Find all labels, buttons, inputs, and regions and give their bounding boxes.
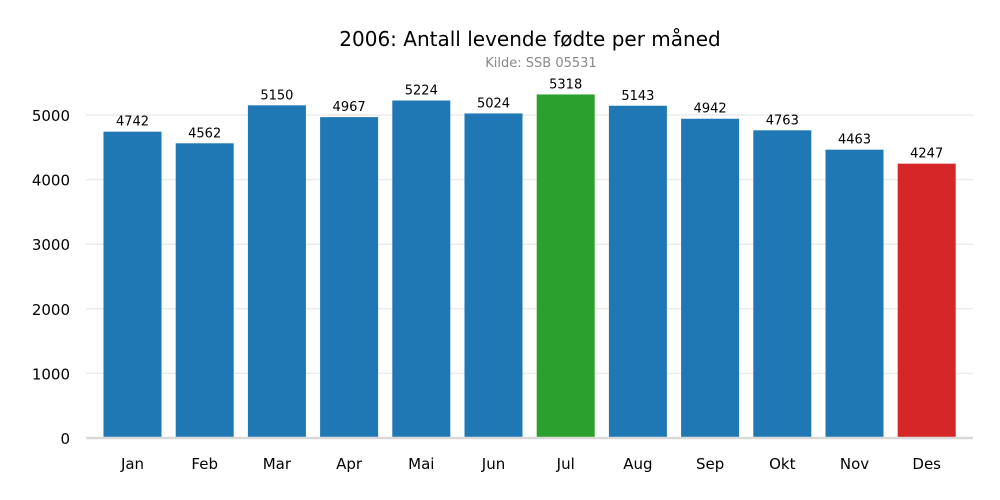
chart-subtitle: Kilde: SSB 05531 xyxy=(485,56,596,71)
bar-sep xyxy=(681,118,740,439)
data-labels: 4742 4562 5150 4967 5224 5024 5318 5143 4942 4763… xyxy=(116,77,943,161)
data-label: 4562 xyxy=(188,126,221,141)
x-tick-label: Jan xyxy=(120,455,144,473)
y-tick-label: 1000 xyxy=(32,365,70,383)
bar-apr xyxy=(320,117,379,438)
bar-jan xyxy=(103,131,162,438)
bar-jul xyxy=(536,94,595,438)
bar-mar xyxy=(247,105,306,438)
y-axis-ticks: 0 1000 2000 3000 4000 5000 xyxy=(32,107,70,448)
x-tick-label: Aug xyxy=(623,455,652,473)
data-label: 5318 xyxy=(549,77,582,92)
bar-okt xyxy=(753,130,812,439)
data-label: 5024 xyxy=(477,96,510,111)
data-label: 5143 xyxy=(621,89,654,104)
x-tick-label: Des xyxy=(912,455,941,473)
x-tick-label: Okt xyxy=(769,455,795,473)
data-label: 4247 xyxy=(910,147,943,162)
data-label: 4942 xyxy=(694,102,727,117)
x-tick-label: Mar xyxy=(263,455,292,473)
chart-title: 2006: Antall levende fødte per måned xyxy=(339,27,720,51)
x-tick-label: Apr xyxy=(336,455,363,473)
bar-jun xyxy=(464,113,523,439)
x-tick-label: Feb xyxy=(191,455,218,473)
y-tick-label: 4000 xyxy=(32,172,70,190)
y-tick-label: 2000 xyxy=(32,301,70,319)
bar-des xyxy=(897,163,956,438)
x-tick-label: Mai xyxy=(408,455,434,473)
bar-mai xyxy=(392,100,451,438)
x-tick-label: Jun xyxy=(481,455,505,473)
data-label: 4763 xyxy=(766,113,799,128)
bar-feb xyxy=(175,143,234,438)
y-tick-label: 0 xyxy=(60,430,70,448)
data-label: 4967 xyxy=(333,100,366,115)
bars xyxy=(103,94,956,439)
x-tick-label: Nov xyxy=(840,455,869,473)
y-tick-label: 5000 xyxy=(32,107,70,125)
data-label: 4463 xyxy=(838,133,871,148)
data-label: 5150 xyxy=(260,88,293,103)
x-axis-ticks: Jan Feb Mar Apr Mai Jun Jul Aug Sep Okt Nov Des xyxy=(120,455,941,473)
data-label: 4742 xyxy=(116,115,149,130)
data-label: 5224 xyxy=(405,84,438,99)
y-tick-label: 3000 xyxy=(32,236,70,254)
x-tick-label: Sep xyxy=(696,455,724,473)
gridlines xyxy=(86,114,973,375)
bar-nov xyxy=(825,149,884,439)
bar-aug xyxy=(608,105,667,438)
x-tick-label: Jul xyxy=(556,455,575,473)
